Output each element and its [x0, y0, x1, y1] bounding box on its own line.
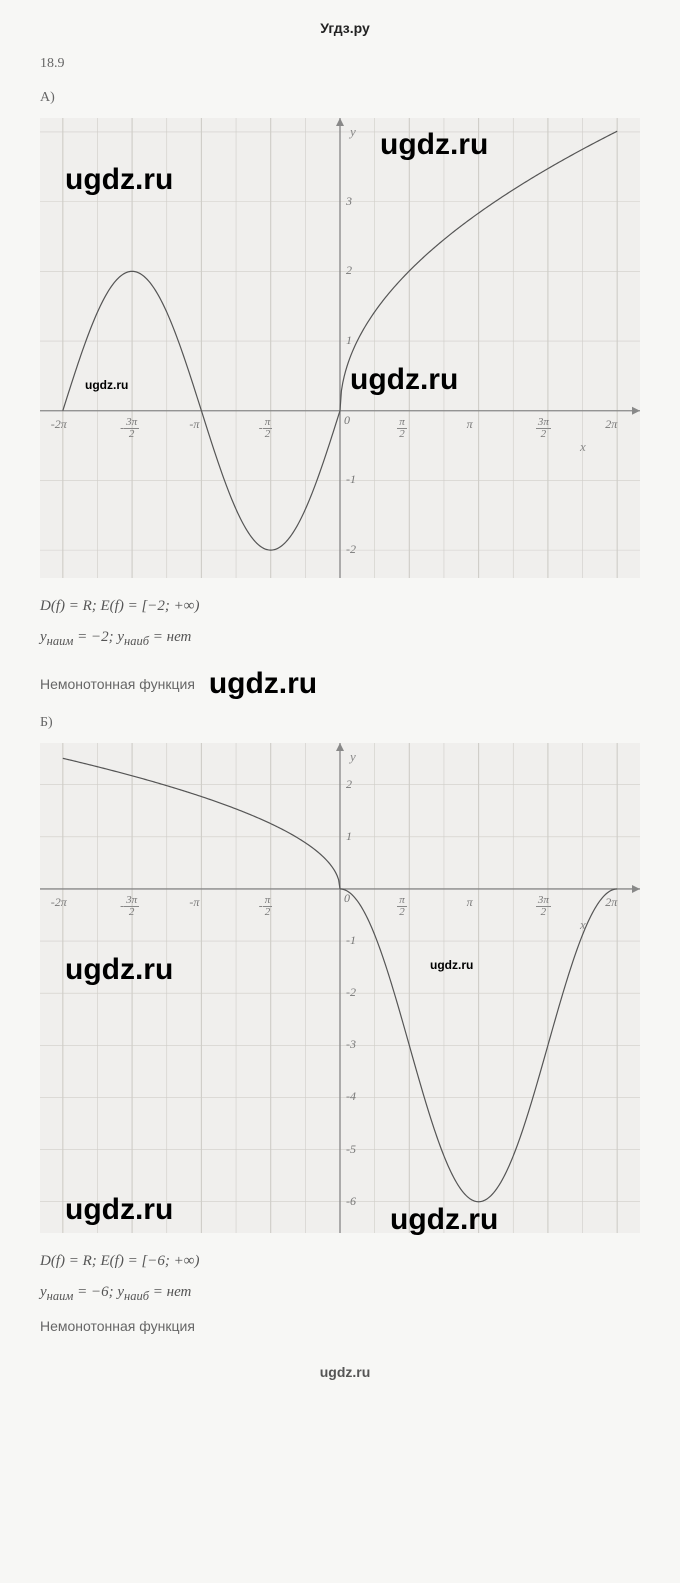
chart-a: ugdz.ru ugdz.ru ugdz.ru ugdz.ru -2π-3π2-… — [40, 118, 640, 578]
page: Угдз.ру 18.9 А) ugdz.ru ugdz.ru ugdz.ru … — [0, 0, 680, 1420]
formula-b-1: D(f) = R; E(f) = [−6; +∞) — [40, 1253, 650, 1270]
problem-number: 18.9 — [40, 56, 650, 72]
chart-b: ugdz.ru ugdz.ru ugdz.ru ugdz.ru -2π-3π2-… — [40, 743, 640, 1233]
section-a-label: А) — [40, 90, 650, 106]
watermark-icon: ugdz.ru — [209, 667, 317, 700]
formula-b-2: yнаим = −6; yнаиб = нет — [40, 1284, 650, 1304]
text-a: Немонотонная функция ugdz.ru — [40, 663, 650, 697]
formula-a-1: D(f) = R; E(f) = [−2; +∞) — [40, 598, 650, 615]
formula-a-2: yнаим = −2; yнаиб = нет — [40, 629, 650, 649]
text-b: Немонотонная функция — [40, 1318, 650, 1334]
footer-watermark: ugdz.ru — [40, 1364, 650, 1380]
page-header: Угдз.ру — [40, 20, 650, 36]
section-b-label: Б) — [40, 715, 650, 731]
